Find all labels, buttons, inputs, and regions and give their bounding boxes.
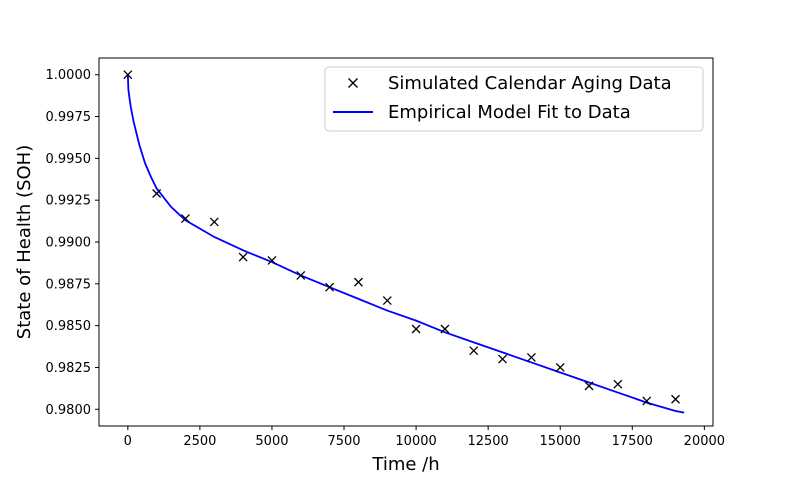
data-point	[555, 362, 565, 372]
legend-label-calendar-aging-data: Simulated Calendar Aging Data	[388, 73, 672, 94]
y-tick-label: 0.9825	[46, 361, 92, 376]
data-point	[296, 270, 306, 280]
data-point	[209, 217, 219, 227]
data-point	[152, 189, 162, 198]
data-point	[353, 277, 363, 287]
data-point	[613, 379, 623, 389]
x-tick-label: 15000	[540, 434, 581, 449]
y-tick-label: 0.9950	[46, 152, 92, 167]
x-tick-label: 17500	[612, 434, 653, 449]
y-tick-label: 0.9900	[46, 236, 92, 251]
data-point	[671, 394, 680, 404]
y-tick-label: 0.9975	[46, 110, 92, 125]
y-tick-label: 0.9925	[46, 194, 92, 209]
data-point	[181, 214, 190, 224]
y-axis: 0.9800 0.9825 0.9850 0.9875 0.9900 0.9925 0.99…	[46, 68, 99, 418]
data-point	[325, 282, 335, 292]
x-tick-label: 12500	[467, 434, 508, 449]
y-tick-label: 0.9800	[46, 403, 92, 418]
data-point	[498, 354, 508, 364]
data-point	[469, 346, 479, 356]
x-axis: 0 2500 5000 7500 10000 12500 15000 17500 20000	[124, 426, 725, 449]
x-tick-label: 0	[124, 434, 132, 449]
legend: Simulated Calendar Aging Data Empirical …	[324, 66, 704, 132]
y-tick-label: 0.9850	[46, 319, 92, 334]
x-axis-label: Time /h	[371, 454, 439, 475]
data-point	[123, 70, 133, 80]
legend-x-marker	[348, 78, 358, 88]
data-point	[267, 255, 277, 265]
data-point	[238, 252, 248, 262]
y-tick-label: 1.0000	[46, 68, 92, 83]
y-axis-label: State of Health (SOH)	[14, 145, 35, 339]
x-tick-label: 20000	[684, 434, 725, 449]
x-tick-label: 10000	[395, 434, 436, 449]
legend-label-model-fit: Empirical Model Fit to Data	[388, 102, 631, 123]
data-point	[584, 381, 594, 391]
legend-box	[324, 66, 704, 132]
data-point	[411, 324, 421, 334]
data-point	[382, 296, 392, 306]
series-layer	[123, 70, 685, 414]
x-tick-label: 2500	[183, 434, 216, 449]
y-tick-label: 0.9875	[46, 277, 92, 292]
x-tick-label: 7500	[327, 434, 360, 449]
data-point	[642, 396, 652, 406]
data-point	[440, 324, 450, 334]
legend-marker-calendar-aging-data	[348, 78, 358, 88]
data-point	[526, 352, 536, 362]
x-tick-label: 5000	[255, 434, 288, 449]
